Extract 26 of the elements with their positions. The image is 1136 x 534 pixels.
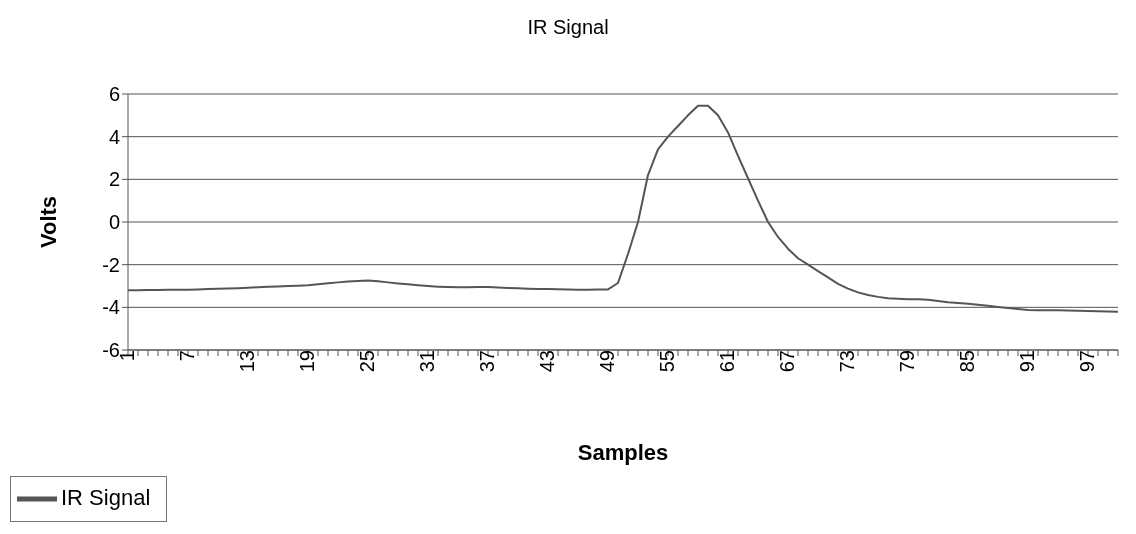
x-tick-label: 61 <box>716 350 739 373</box>
y-tick-label: 0 <box>108 211 120 234</box>
x-tick-label: 85 <box>956 350 979 373</box>
x-tick-label: 79 <box>896 350 919 373</box>
y-axis-title: Volts <box>35 195 61 249</box>
x-axis-title: Samples <box>577 440 669 465</box>
x-tick-label: 37 <box>476 350 499 373</box>
x-tick-label: 91 <box>1016 350 1039 373</box>
x-tick-label: 73 <box>836 350 859 373</box>
y-tick-label: 6 <box>108 83 120 106</box>
y-tick-label: -2 <box>102 253 120 276</box>
x-tick-label: 25 <box>356 350 379 373</box>
y-tick-label: 2 <box>108 168 120 191</box>
x-tick-label: 19 <box>296 350 319 373</box>
x-tick-label: 97 <box>1076 350 1099 373</box>
x-tick-label: 13 <box>236 350 259 373</box>
x-tick-label: 55 <box>656 350 679 373</box>
x-tick-label: 49 <box>596 350 619 373</box>
x-tick-label: 7 <box>176 350 199 362</box>
x-tick-label: 67 <box>776 350 799 373</box>
y-tick-label: 4 <box>108 125 120 148</box>
chart-title: IR Signal <box>526 16 610 39</box>
y-tick-label: -4 <box>102 296 120 319</box>
x-tick-label: 43 <box>536 350 559 373</box>
x-tick-label: 31 <box>416 350 439 373</box>
legend-label: IR Signal <box>61 484 151 510</box>
